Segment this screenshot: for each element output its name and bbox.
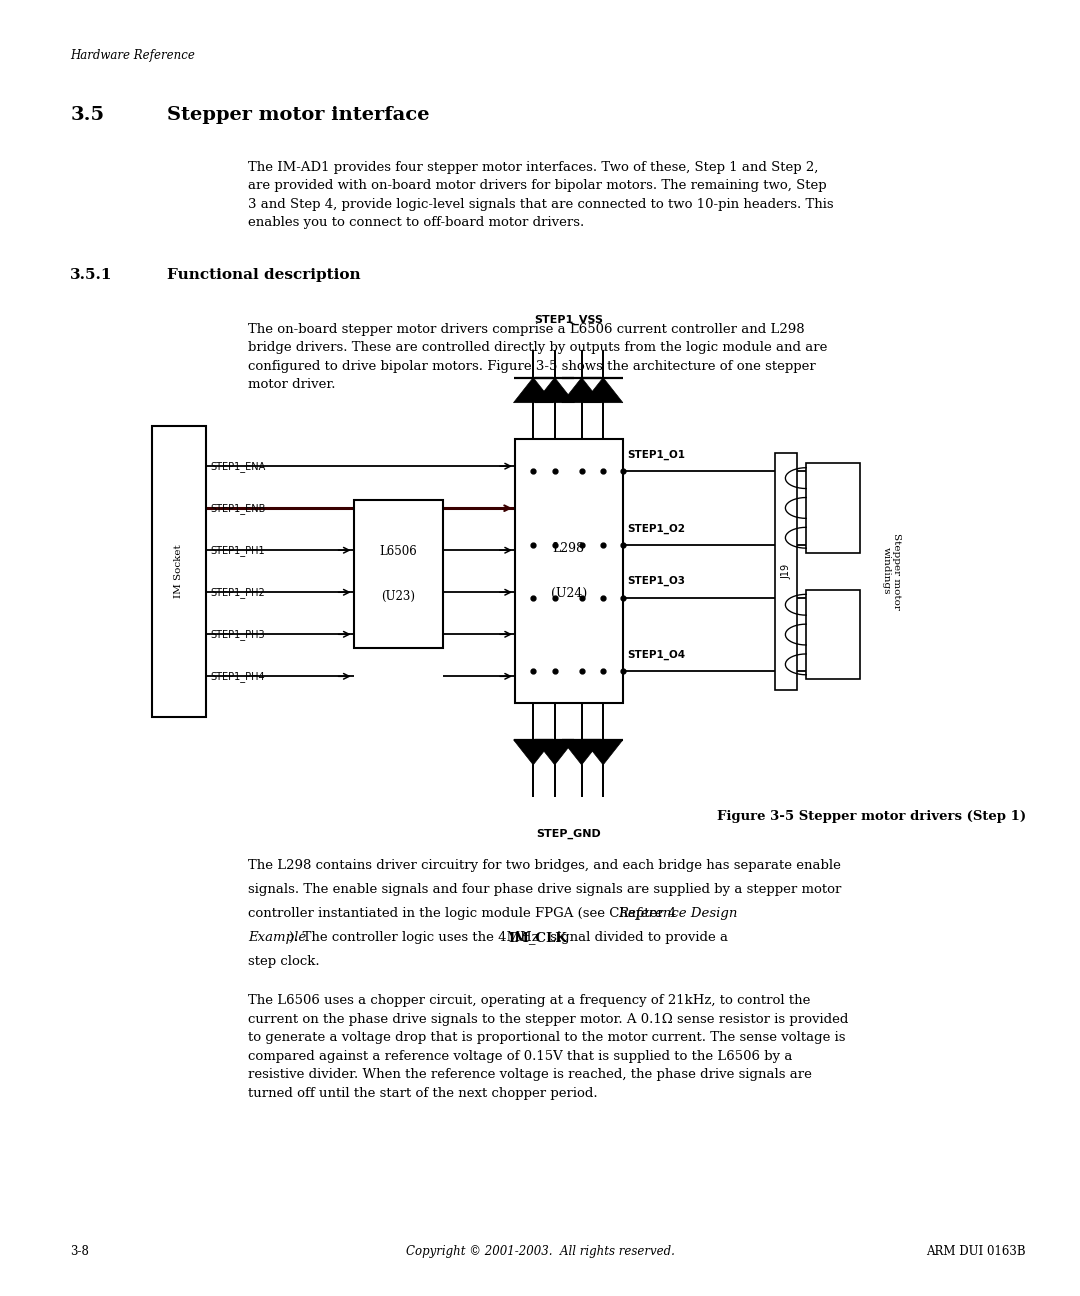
Text: ARM DUI 0163B: ARM DUI 0163B [927, 1245, 1026, 1258]
Polygon shape [535, 377, 575, 403]
Text: STEP1_PH2: STEP1_PH2 [211, 587, 265, 597]
Text: 3.5: 3.5 [70, 106, 105, 124]
Text: STEP1_ENB: STEP1_ENB [211, 503, 266, 513]
Polygon shape [562, 740, 602, 765]
Text: STEP1_PH4: STEP1_PH4 [211, 671, 265, 682]
Text: IM_CLK: IM_CLK [509, 931, 567, 945]
FancyBboxPatch shape [807, 590, 860, 679]
Text: STEP1_ENA: STEP1_ENA [211, 460, 266, 472]
Text: L6506: L6506 [379, 546, 417, 559]
Text: Reference Design: Reference Design [618, 907, 738, 920]
Text: The IM-AD1 provides four stepper motor interfaces. Two of these, Step 1 and Step: The IM-AD1 provides four stepper motor i… [248, 161, 834, 229]
Text: signal divided to provide a: signal divided to provide a [546, 931, 728, 945]
Text: Figure 3-5 Stepper motor drivers (Step 1): Figure 3-5 Stepper motor drivers (Step 1… [717, 810, 1026, 823]
Text: Hardware Reference: Hardware Reference [70, 49, 195, 62]
Text: Example: Example [248, 931, 307, 945]
Text: ). The controller logic uses the 4MHz: ). The controller logic uses the 4MHz [288, 931, 543, 945]
FancyBboxPatch shape [807, 463, 860, 552]
Text: STEP1_O1: STEP1_O1 [627, 450, 685, 460]
Polygon shape [535, 740, 575, 765]
Text: The L298 contains driver circuitry for two bridges, and each bridge has separate: The L298 contains driver circuitry for t… [248, 859, 841, 872]
Text: (U24): (U24) [551, 587, 586, 600]
Text: controller instantiated in the logic module FPGA (see Chapter 4: controller instantiated in the logic mod… [248, 907, 680, 920]
Text: L298: L298 [553, 543, 584, 556]
Polygon shape [513, 377, 553, 403]
Polygon shape [583, 377, 623, 403]
Text: The on-board stepper motor drivers comprise a L6506 current controller and L298
: The on-board stepper motor drivers compr… [248, 323, 827, 391]
Polygon shape [513, 740, 553, 765]
FancyBboxPatch shape [775, 452, 797, 689]
Text: STEP1_O2: STEP1_O2 [627, 524, 685, 534]
Text: STEP1_PH1: STEP1_PH1 [211, 544, 265, 556]
Text: (U23): (U23) [381, 590, 416, 603]
FancyBboxPatch shape [152, 426, 205, 717]
Text: STEP1_PH3: STEP1_PH3 [211, 629, 265, 640]
Text: signals. The enable signals and four phase drive signals are supplied by a stepp: signals. The enable signals and four pha… [248, 884, 841, 897]
Text: Stepper motor interface: Stepper motor interface [167, 106, 430, 124]
Text: 3.5.1: 3.5.1 [70, 268, 112, 283]
Text: The L6506 uses a chopper circuit, operating at a frequency of 21kHz, to control : The L6506 uses a chopper circuit, operat… [248, 994, 849, 1099]
Text: Copyright © 2001-2003.  All rights reserved.: Copyright © 2001-2003. All rights reserv… [406, 1245, 674, 1258]
Polygon shape [583, 740, 623, 765]
Text: STEP1_O3: STEP1_O3 [627, 577, 685, 587]
Polygon shape [562, 377, 602, 403]
Text: step clock.: step clock. [248, 955, 320, 968]
Text: IM Socket: IM Socket [174, 544, 184, 599]
Text: J19: J19 [781, 564, 792, 579]
Text: STEP1_O4: STEP1_O4 [627, 651, 685, 660]
Text: Functional description: Functional description [167, 268, 361, 283]
Text: 3-8: 3-8 [70, 1245, 89, 1258]
FancyBboxPatch shape [515, 439, 622, 704]
Text: STEP1_VSS: STEP1_VSS [535, 315, 604, 325]
Text: Stepper motor
windings: Stepper motor windings [881, 533, 902, 609]
FancyBboxPatch shape [353, 500, 443, 648]
Text: STEP_GND: STEP_GND [537, 828, 602, 839]
